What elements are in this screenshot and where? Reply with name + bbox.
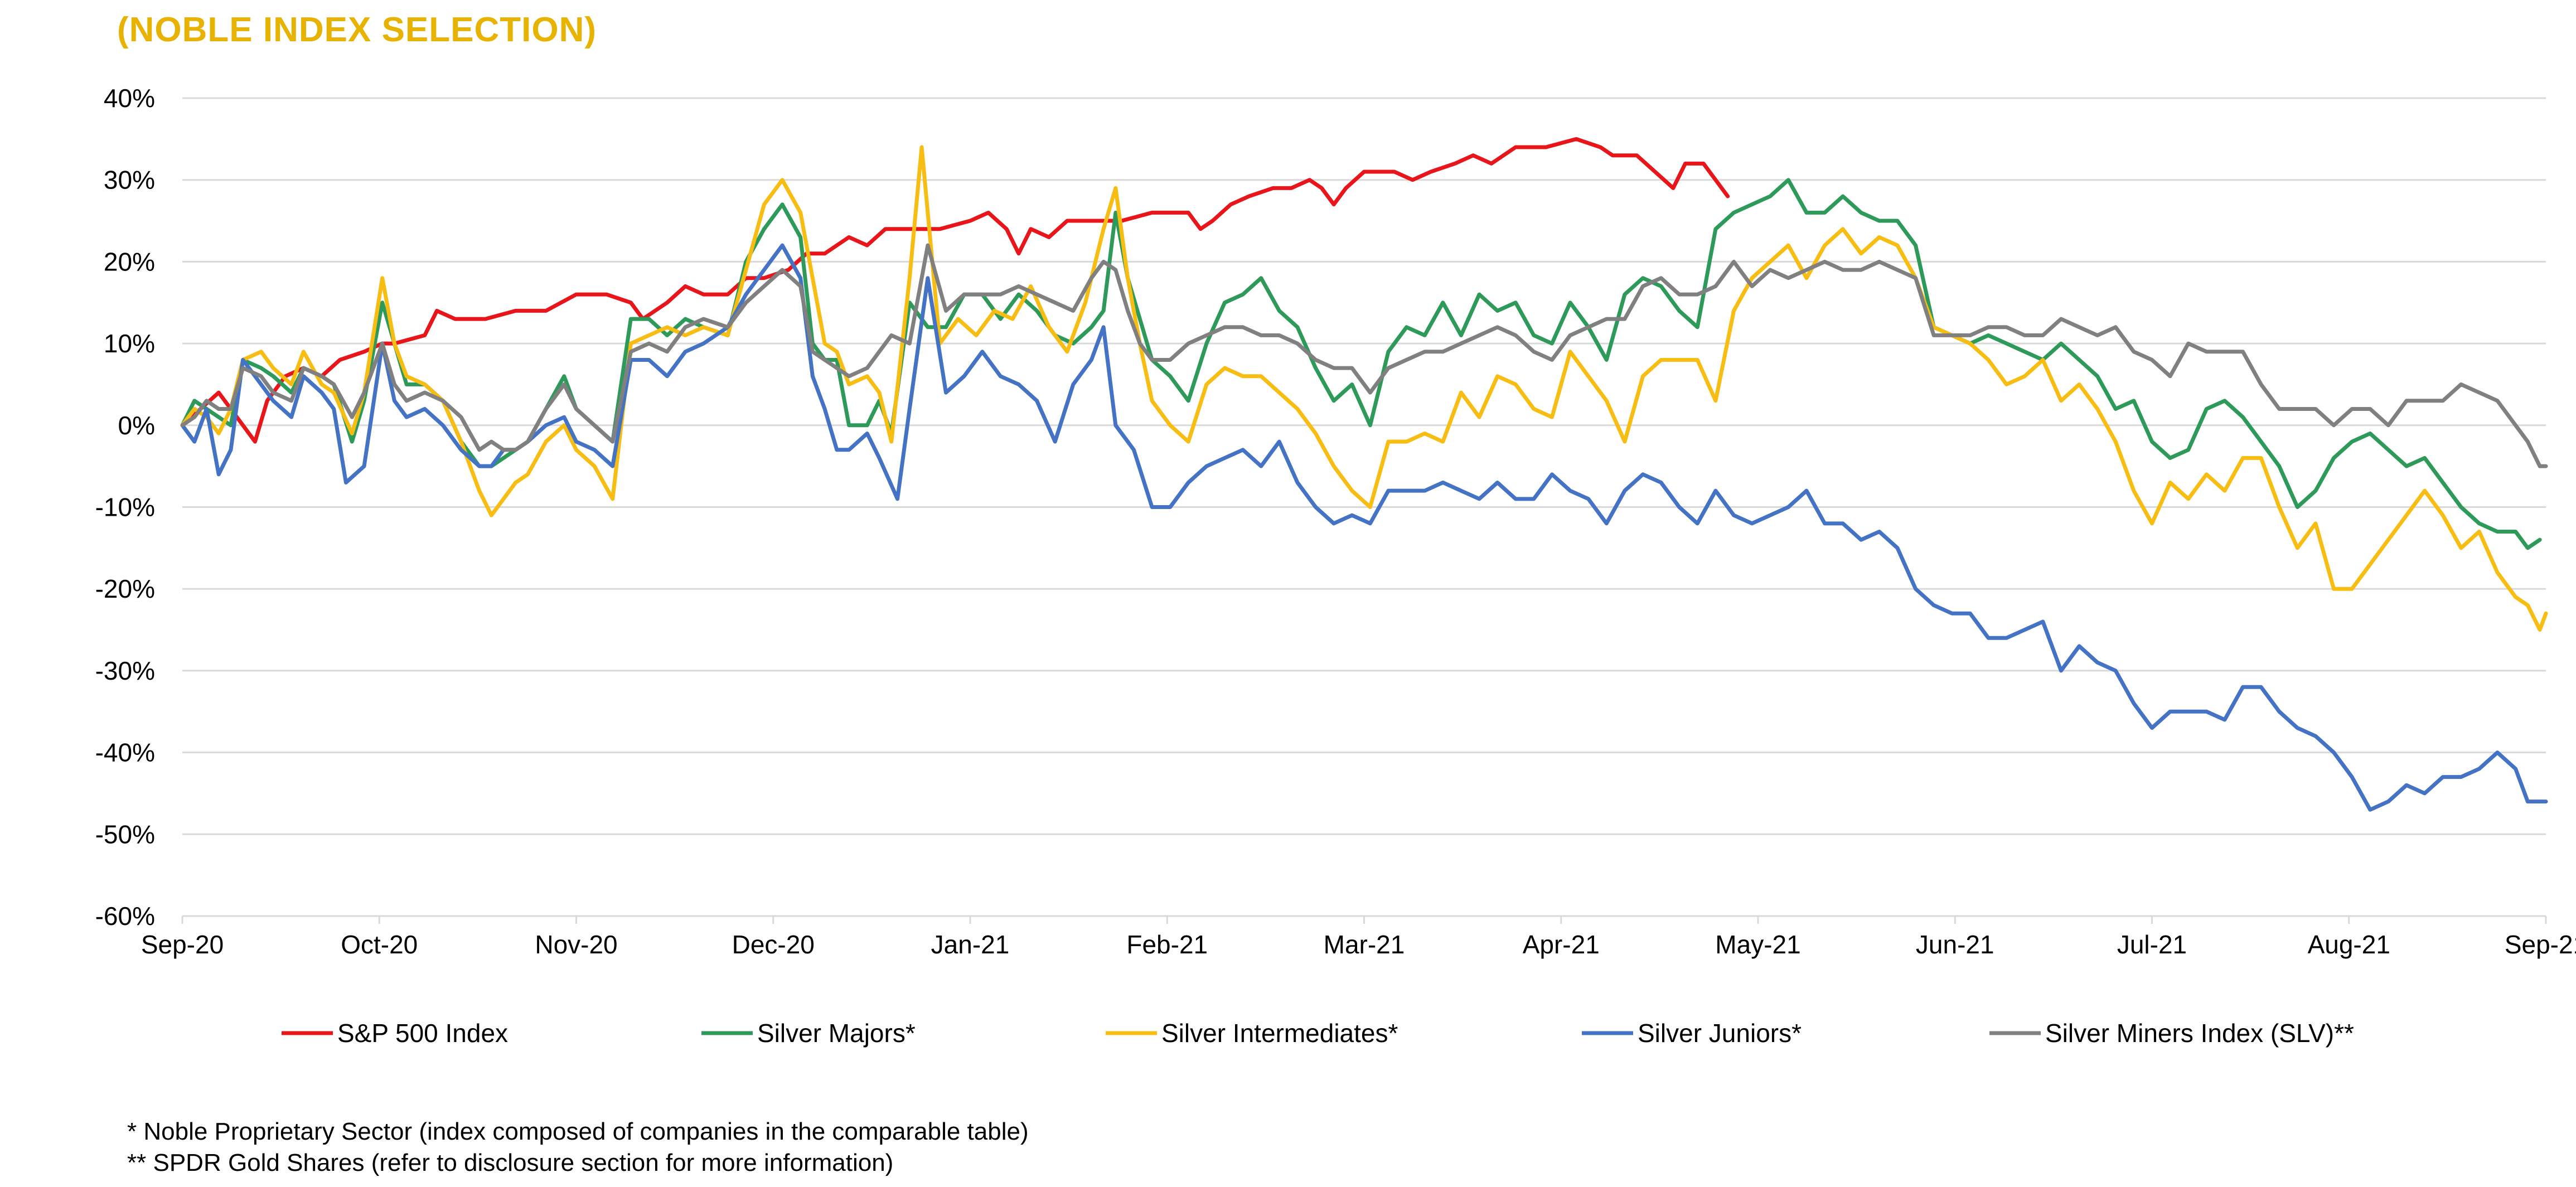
series-line-silver-majors bbox=[180, 178, 2542, 550]
x-axis-tick-labels: Sep-20 Oct-20 Nov-20 Dec-20 Jan-21 Feb-21 Mar-… bbox=[141, 930, 2576, 959]
x-tick-label: Mar-21 bbox=[1324, 930, 1405, 959]
y-axis-tick-labels: 40% 30% 20% 10% 0% -10% -20% -30% -40% -50% -60% bbox=[95, 84, 155, 931]
x-tick-label: Jan-21 bbox=[931, 930, 1010, 959]
series-lines bbox=[180, 137, 2548, 812]
y-tick-label: 0% bbox=[118, 411, 155, 440]
legend-label-silver-intermediates: Silver Intermediates* bbox=[1161, 1019, 1398, 1048]
x-tick-label: Nov-20 bbox=[535, 930, 617, 959]
y-tick-label: 40% bbox=[104, 84, 155, 113]
x-tick-label: Dec-20 bbox=[732, 930, 815, 959]
legend-label-silver-majors: Silver Majors* bbox=[757, 1019, 916, 1048]
y-tick-label: -30% bbox=[95, 656, 155, 685]
x-tick-label: Jul-21 bbox=[2117, 930, 2187, 959]
grid-lines bbox=[182, 97, 2546, 835]
y-tick-label: 10% bbox=[104, 329, 155, 358]
footnotes: * Noble Proprietary Sector (index compos… bbox=[127, 1116, 1029, 1179]
legend-label-s-p-500-index: S&P 500 Index bbox=[337, 1019, 508, 1048]
footnote-spdr-gold-shares: ** SPDR Gold Shares (refer to disclosure… bbox=[127, 1149, 894, 1176]
x-axis bbox=[181, 915, 2547, 924]
x-tick-label: Feb-21 bbox=[1126, 930, 1208, 959]
x-tick-label: Oct-20 bbox=[341, 930, 418, 959]
x-tick-label: Sep-21 bbox=[2505, 930, 2576, 959]
x-tick-label: Aug-21 bbox=[2308, 930, 2390, 959]
footnote-proprietary-sector: * Noble Proprietary Sector (index compos… bbox=[127, 1118, 1029, 1145]
series-line-s-p-500-index bbox=[180, 137, 1730, 444]
series-line-silver-miners-index-slv bbox=[180, 243, 2548, 468]
legend: S&P 500 Index Silver Majors* Silver Interm… bbox=[282, 1019, 2354, 1048]
y-tick-label: -20% bbox=[95, 574, 155, 603]
y-tick-label: -50% bbox=[95, 820, 155, 849]
legend-label-silver-juniors: Silver Juniors* bbox=[1638, 1019, 1802, 1048]
series-line-silver-intermediates bbox=[180, 145, 2548, 632]
chart-title: (NOBLE INDEX SELECTION) bbox=[117, 11, 597, 49]
x-tick-label: Apr-21 bbox=[1523, 930, 1600, 959]
y-tick-label: -60% bbox=[95, 902, 155, 931]
y-tick-label: -40% bbox=[95, 738, 155, 767]
x-tick-label: Jun-21 bbox=[1916, 930, 1994, 959]
legend-label-silver-miners-index-slv: Silver Miners Index (SLV)** bbox=[2045, 1019, 2354, 1048]
x-tick-label: Sep-20 bbox=[141, 930, 224, 959]
series-line-silver-juniors bbox=[180, 243, 2548, 812]
y-tick-label: 30% bbox=[104, 166, 155, 195]
x-tick-label: May-21 bbox=[1715, 930, 1800, 959]
y-tick-label: 20% bbox=[104, 247, 155, 276]
y-tick-label: -10% bbox=[95, 493, 155, 522]
